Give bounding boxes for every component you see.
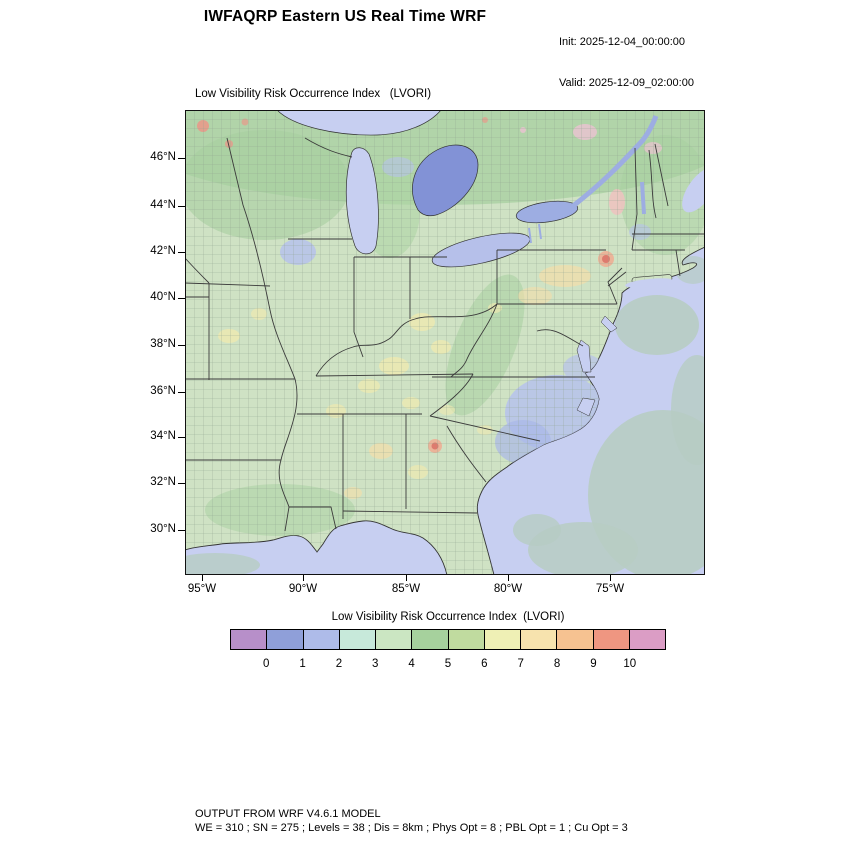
lat-label: 34°N: [150, 430, 176, 442]
init-time: Init: 2025-12-04_00:00:00: [559, 36, 685, 48]
colorbar-tick: 1: [299, 658, 306, 670]
page-title: IWFAQRP Eastern US Real Time WRF: [203, 8, 487, 25]
colorbar-tick: 3: [372, 658, 379, 670]
lon-label: 95°W: [187, 583, 217, 595]
lat-tick: [178, 158, 185, 159]
colorbar-segment: [592, 629, 630, 650]
colorbar-tick-labels: 0 1 2 3 4 5 6 7 8 9 10: [248, 658, 648, 670]
footer-model-line: OUTPUT FROM WRF V4.6.1 MODEL: [195, 808, 381, 820]
lvori-map: [170, 109, 738, 580]
lon-label: 90°W: [288, 583, 318, 595]
lat-label: 38°N: [150, 338, 176, 350]
lat-label: 44°N: [150, 199, 176, 211]
map-border: [185, 110, 705, 575]
map-title: Low Visibility Risk Occurrence Index (LV…: [195, 88, 432, 100]
colorbar-tick: 0: [262, 658, 270, 670]
lat-label: 46°N: [150, 151, 176, 163]
colorbar-tick: 6: [481, 658, 488, 670]
lat-tick: [178, 483, 185, 484]
lon-tick: [303, 575, 304, 581]
colorbar-tick: 2: [335, 658, 343, 670]
great-lakes: [276, 109, 718, 268]
coastal-bays: [576, 278, 673, 417]
map-canvas: [170, 109, 738, 580]
delaware-bay: [600, 315, 618, 333]
colorbar: [230, 629, 666, 650]
colorbar-segment: [556, 629, 594, 650]
colorbar-tick: 9: [590, 658, 597, 670]
colorbar-segment: [628, 629, 666, 650]
lat-tick: [178, 392, 185, 393]
lat-tick: [178, 206, 185, 207]
colorbar-segment: [302, 629, 340, 650]
finger-lakes: [528, 223, 542, 244]
model-run-times: Init: 2025-12-04_00:00:00 Valid: 2025-12…: [559, 9, 694, 117]
lat-tick: [178, 252, 185, 253]
lon-tick: [406, 575, 407, 581]
lat-tick: [178, 345, 185, 346]
lon-tick: [610, 575, 611, 581]
colorbar-title: Low Visibility Risk Occurrence Index (LV…: [331, 611, 565, 623]
lake-superior: [276, 109, 442, 136]
lake-huron: [412, 144, 479, 217]
st-lawrence-river: [571, 115, 659, 208]
lat-tick: [178, 437, 185, 438]
lake-champlain: [640, 181, 646, 215]
footer-config-line: WE = 310 ; SN = 275 ; Levels = 38 ; Dis …: [195, 822, 628, 834]
lat-label: 42°N: [150, 245, 176, 257]
colorbar-segment: [447, 629, 485, 650]
colorbar-tick: 10: [623, 658, 637, 670]
colorbar-tick: 5: [444, 658, 452, 670]
colorbar-segment: [411, 629, 449, 650]
colorbar-segment: [483, 629, 521, 650]
lon-tick: [202, 575, 203, 581]
valid-time: Valid: 2025-12-09_02:00:00: [559, 76, 694, 89]
colorbar-segment: [266, 629, 304, 650]
colorbar-segment: [230, 629, 268, 650]
pamlico-sound: [576, 397, 596, 417]
colorbar-segment: [520, 629, 558, 650]
lon-tick: [508, 575, 509, 581]
lat-label: 36°N: [150, 385, 176, 397]
colorbar-tick: 4: [408, 658, 415, 670]
lat-tick: [178, 298, 185, 299]
lat-label: 32°N: [150, 476, 176, 488]
chesapeake-bay: [576, 339, 592, 373]
colorbar-segment: [338, 629, 376, 650]
lon-label: 80°W: [493, 583, 523, 595]
long-island-sound: [625, 278, 673, 288]
colorbar-tick: 7: [517, 658, 524, 670]
colorbar-segment: [375, 629, 413, 650]
lon-label: 85°W: [391, 583, 421, 595]
lake-michigan: [345, 147, 379, 255]
lon-label: 75°W: [595, 583, 625, 595]
lat-tick: [178, 530, 185, 531]
colorbar-tick: 8: [553, 658, 561, 670]
lat-label: 30°N: [150, 523, 176, 535]
state-borders: [184, 137, 705, 532]
lat-label: 40°N: [150, 291, 176, 303]
lake-ontario: [515, 200, 579, 224]
